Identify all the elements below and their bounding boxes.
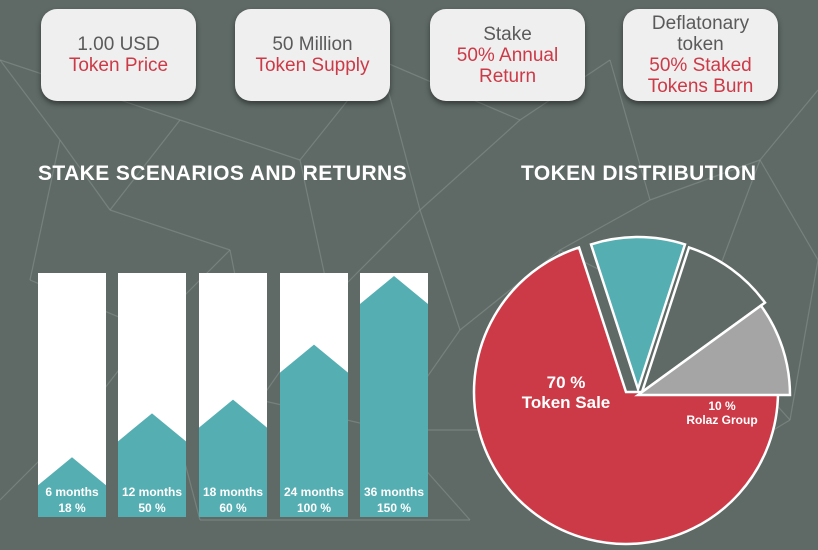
bar-fill bbox=[118, 413, 186, 517]
token-supply-card: 50 Million Token Supply bbox=[235, 9, 390, 101]
bar-value-label: 18 % bbox=[58, 501, 86, 515]
pie-slice-percent: 70 % bbox=[547, 373, 586, 392]
pie-slice-label: Token Sale bbox=[522, 393, 611, 412]
pie-slice bbox=[639, 245, 767, 396]
pie-slice bbox=[634, 303, 792, 397]
bar-value-label: 60 % bbox=[219, 501, 247, 515]
stake-return: 50% Annual Return bbox=[456, 44, 559, 87]
stake-card: Stake 50% Annual Return bbox=[430, 9, 585, 101]
background-line bbox=[419, 119, 521, 211]
bar-category-label: 12 months bbox=[122, 485, 182, 499]
bar-value-label: 100 % bbox=[297, 501, 331, 515]
pie-slice bbox=[589, 235, 687, 394]
background-line bbox=[29, 139, 61, 281]
background-line bbox=[109, 119, 181, 211]
pie-slice bbox=[472, 245, 780, 546]
stake-section-title: STAKE SCENARIOS AND RETURNS bbox=[38, 162, 407, 185]
bar-fill bbox=[280, 344, 348, 517]
token-price-label: Token Price bbox=[68, 55, 169, 76]
pie-slice-label: Rolaz Group bbox=[686, 413, 757, 427]
deflationary-heading: Deflatonary token bbox=[651, 13, 750, 55]
background-line bbox=[419, 209, 461, 331]
background-line bbox=[649, 159, 761, 201]
bar-fill bbox=[199, 399, 267, 517]
bar-category-label: 6 months bbox=[45, 485, 99, 499]
background-line bbox=[0, 59, 61, 141]
background-line bbox=[59, 139, 111, 211]
background-line bbox=[759, 89, 818, 161]
token-price-card: 1.00 USD Token Price bbox=[41, 9, 196, 101]
background-line bbox=[759, 159, 818, 261]
pie-slice-percent: 10 % bbox=[708, 399, 736, 413]
bar-category-label: 36 months bbox=[364, 485, 424, 499]
token-price-value: 1.00 USD bbox=[77, 34, 160, 55]
background-line bbox=[559, 199, 651, 251]
background-line bbox=[789, 259, 818, 421]
background-line bbox=[609, 59, 651, 201]
background-line bbox=[179, 119, 301, 161]
bar-fill bbox=[360, 276, 428, 517]
deflationary-detail: 50% Staked Tokens Burn bbox=[647, 55, 754, 97]
token-supply-value: 50 Million bbox=[272, 34, 353, 55]
background-line bbox=[109, 209, 231, 251]
bar-category-label: 18 months bbox=[203, 485, 263, 499]
distribution-section-title: TOKEN DISTRIBUTION bbox=[521, 162, 757, 185]
deflationary-card: Deflatonary token 50% Staked Tokens Burn bbox=[623, 9, 778, 101]
token-supply-label: Token Supply bbox=[255, 55, 370, 76]
bar-value-label: 150 % bbox=[377, 501, 411, 515]
stake-heading: Stake bbox=[483, 23, 532, 45]
bar-value-label: 50 % bbox=[138, 501, 166, 515]
bar-fill bbox=[38, 457, 106, 517]
bar-category-label: 24 months bbox=[284, 485, 344, 499]
